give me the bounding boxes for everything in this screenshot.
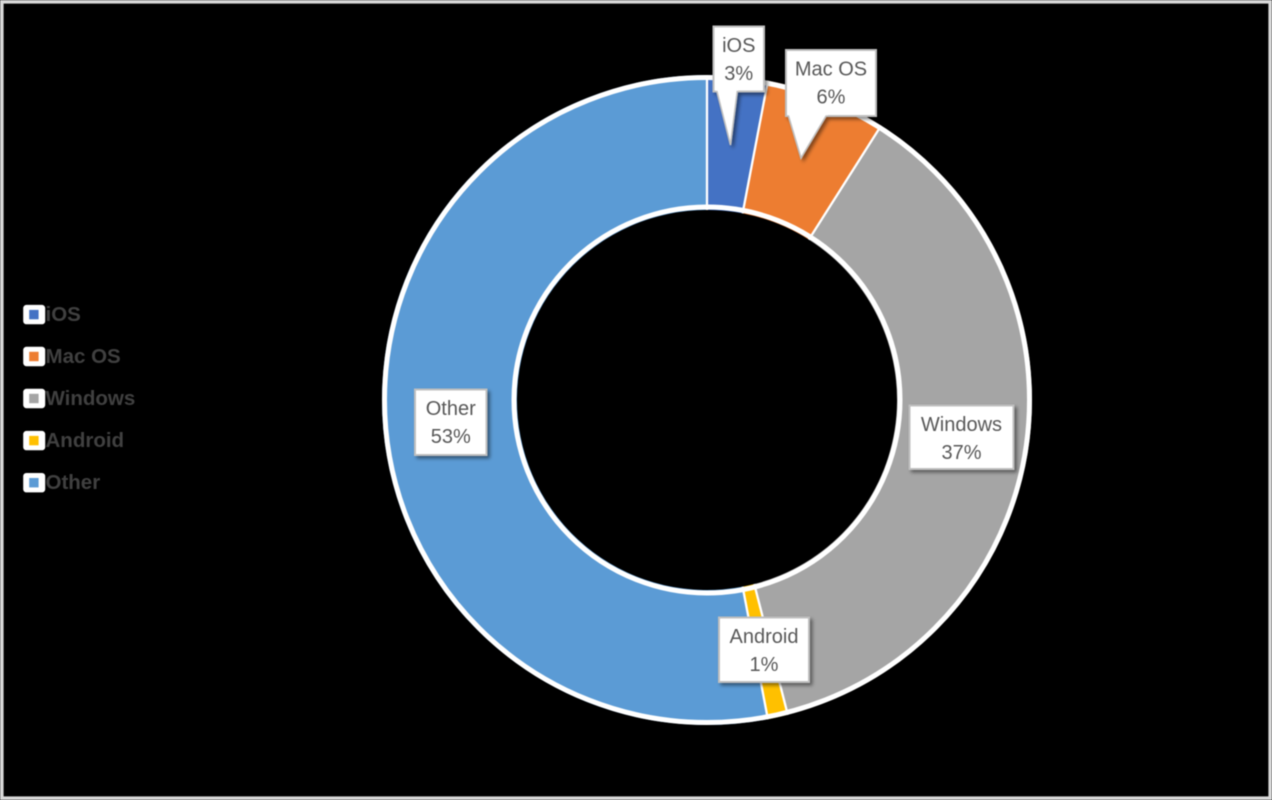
svg-text:iOS: iOS	[722, 35, 755, 57]
svg-text:Mac OS: Mac OS	[46, 345, 121, 368]
svg-text:Other: Other	[426, 398, 476, 420]
svg-text:1%: 1%	[750, 654, 779, 676]
svg-text:3%: 3%	[724, 63, 753, 85]
svg-text:Mac OS: Mac OS	[795, 59, 867, 81]
svg-text:Android: Android	[46, 429, 125, 452]
svg-text:Android: Android	[730, 626, 799, 648]
svg-text:Other: Other	[46, 471, 101, 494]
svg-text:Windows: Windows	[921, 414, 1002, 436]
svg-text:6%: 6%	[817, 87, 846, 109]
svg-text:Windows: Windows	[46, 387, 136, 410]
svg-text:53%: 53%	[431, 426, 471, 448]
svg-text:iOS: iOS	[46, 303, 81, 326]
svg-text:37%: 37%	[941, 442, 981, 464]
